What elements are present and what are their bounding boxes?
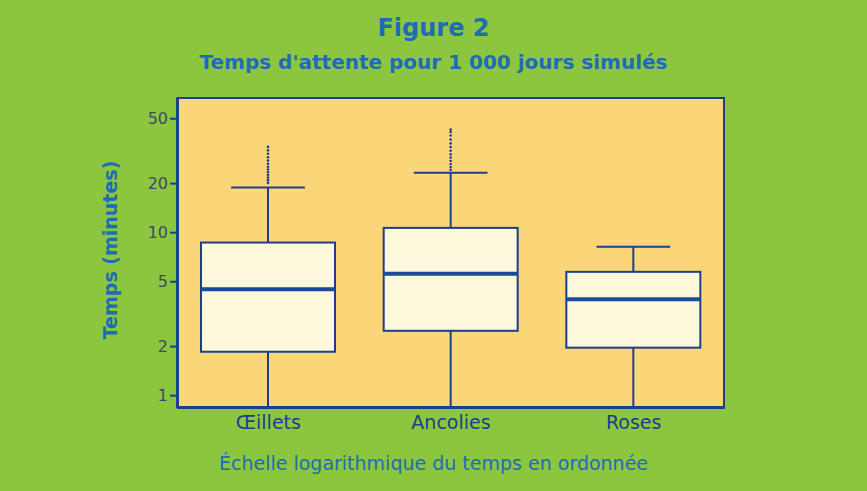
svg-text:20: 20 — [148, 174, 168, 193]
svg-text:Ancolies: Ancolies — [411, 411, 490, 433]
svg-text:10: 10 — [148, 223, 168, 242]
svg-text:Œillets: Œillets — [236, 411, 301, 433]
svg-text:2: 2 — [158, 337, 168, 356]
html-text:Échelle logarithmique du temps: Échelle logarithmique du temps en ordonn… — [219, 452, 648, 474]
html-text:Figure 2: Figure 2 — [377, 14, 490, 42]
svg-text:Roses: Roses — [606, 411, 661, 433]
svg-text:1: 1 — [158, 386, 168, 405]
svg-text:5: 5 — [158, 272, 168, 291]
svg-text:50: 50 — [148, 109, 168, 128]
html-text:Temps d'attente pour 1 000 jou: Temps d'attente pour 1 000 jours simulés — [199, 50, 668, 74]
html-text:Temps (minutes): Temps (minutes) — [99, 160, 121, 340]
